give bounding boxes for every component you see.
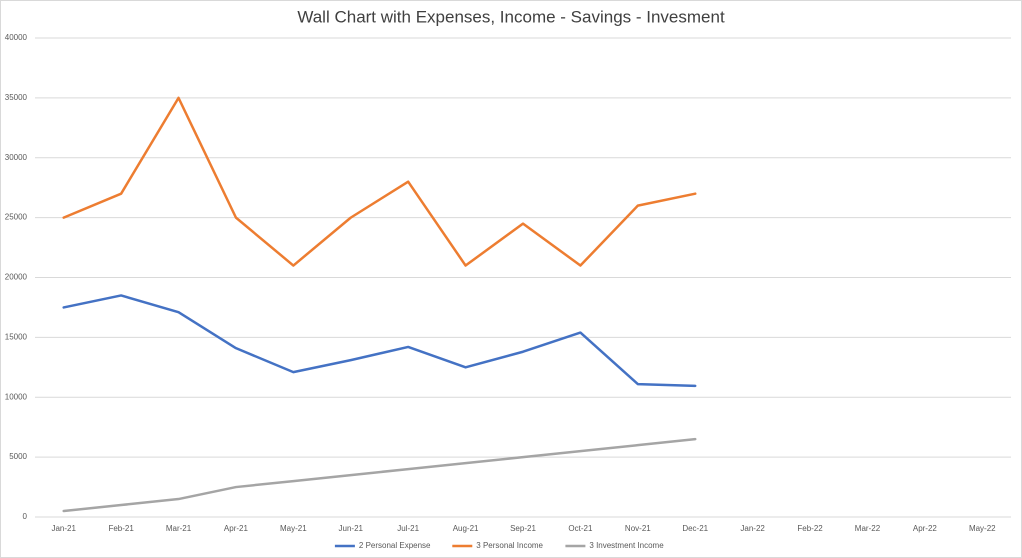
x-tick-label: May-21: [280, 524, 307, 533]
x-tick-label: Jun-21: [339, 524, 364, 533]
x-tick-label: Dec-21: [682, 524, 708, 533]
x-tick-label: Apr-21: [224, 524, 249, 533]
x-tick-label: Jan-22: [740, 524, 765, 533]
x-tick-label: Mar-22: [855, 524, 881, 533]
y-tick-label: 40000: [5, 33, 28, 42]
x-tick-label: Nov-21: [625, 524, 651, 533]
y-tick-label: 20000: [5, 273, 28, 282]
series-line: [62, 96, 697, 267]
series-line: [62, 437, 697, 513]
x-tick-label: Sep-21: [510, 524, 536, 533]
series-line: [62, 294, 697, 388]
y-tick-label: 15000: [5, 332, 28, 341]
x-tick-label: Aug-21: [453, 524, 479, 533]
x-tick-label: Feb-21: [108, 524, 134, 533]
legend-label: 3 Personal Income: [476, 541, 543, 550]
x-tick-label: Oct-21: [568, 524, 593, 533]
y-tick-label: 5000: [9, 452, 27, 461]
y-tick-label: 35000: [5, 93, 28, 102]
x-tick-label: Jul-21: [397, 524, 419, 533]
x-tick-label: Jan-21: [51, 524, 76, 533]
y-tick-label: 25000: [5, 213, 28, 222]
x-tick-label: Apr-22: [913, 524, 938, 533]
chart-title: Wall Chart with Expenses, Income - Savin…: [297, 7, 725, 26]
y-tick-label: 30000: [5, 153, 28, 162]
legend-label: 2 Personal Expense: [359, 541, 431, 550]
y-tick-label: 10000: [5, 392, 28, 401]
x-tick-label: May-22: [969, 524, 996, 533]
legend-label: 3 Investment Income: [589, 541, 664, 550]
x-tick-label: Feb-22: [797, 524, 823, 533]
y-tick-label: 0: [23, 512, 28, 521]
x-tick-label: Mar-21: [166, 524, 192, 533]
